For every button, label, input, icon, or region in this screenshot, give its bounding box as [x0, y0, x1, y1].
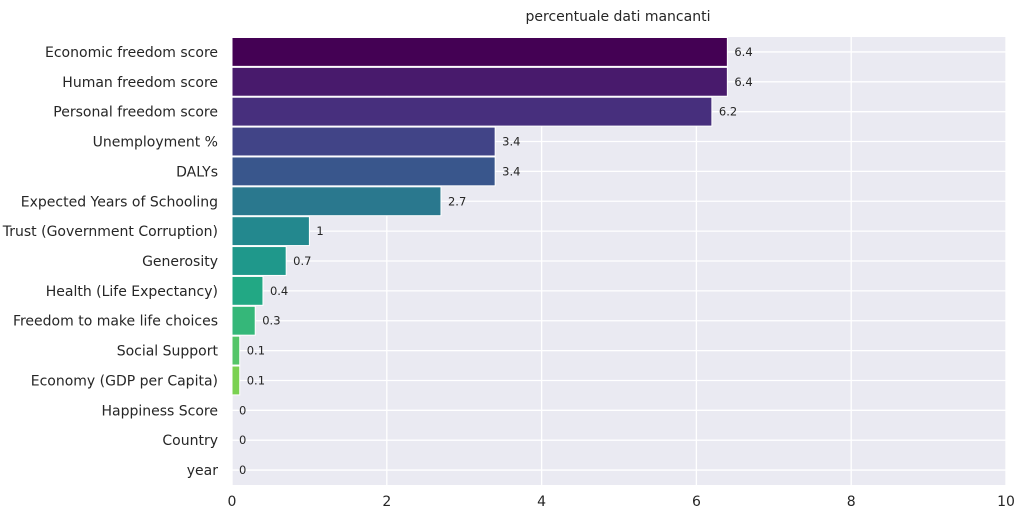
- x-tick-label: 0: [228, 494, 237, 510]
- x-tick-label: 10: [997, 494, 1015, 510]
- value-label: 2.7: [448, 194, 466, 208]
- bar: [231, 156, 496, 187]
- x-tick-labels: 0 2 4 6 8 10: [228, 494, 1015, 510]
- x-tick-label: 6: [692, 494, 701, 510]
- value-label: 0: [239, 463, 246, 477]
- bar: [231, 37, 728, 67]
- category-labels: Economic freedom score Human freedom scor…: [2, 45, 219, 479]
- bar: [231, 96, 713, 127]
- bar: [231, 186, 442, 217]
- bar: [231, 335, 241, 366]
- bar: [231, 365, 241, 396]
- bars: [231, 37, 728, 396]
- category-label: Happiness Score: [101, 403, 218, 419]
- value-label: 1: [316, 224, 323, 238]
- x-tick-label: 2: [382, 494, 391, 510]
- x-tick-label: 4: [537, 494, 546, 510]
- category-label: year: [187, 463, 218, 479]
- category-label: Generosity: [142, 254, 218, 270]
- value-label: 0.7: [293, 254, 311, 268]
- category-label: Economy (GDP per Capita): [31, 373, 218, 389]
- value-label: 0: [239, 433, 246, 447]
- value-label: 0.4: [270, 284, 288, 298]
- value-label: 0.3: [262, 314, 280, 328]
- category-label: DALYs: [176, 164, 218, 180]
- value-labels: 6.4 6.4 6.2 3.4 3.4 2.7 1 0.7 0.4 0.3 0.1 0.1 0 0 0: [239, 45, 753, 477]
- category-label: Social Support: [117, 344, 219, 360]
- value-label: 3.4: [502, 164, 520, 178]
- value-label: 0.1: [247, 344, 265, 358]
- category-label: Country: [162, 433, 218, 449]
- bar: [231, 246, 287, 276]
- category-label: Health (Life Expectancy): [46, 284, 218, 300]
- category-label: Freedom to make life choices: [13, 314, 218, 330]
- bar: [231, 126, 496, 157]
- bar: [231, 216, 310, 247]
- category-label: Unemployment %: [93, 135, 218, 151]
- category-label: Trust (Government Corruption): [2, 224, 218, 240]
- value-label: 6.4: [734, 45, 752, 59]
- value-label: 6.4: [734, 75, 752, 89]
- category-label: Human freedom score: [62, 75, 218, 91]
- category-label: Economic freedom score: [45, 45, 218, 61]
- chart-title: percentuale dati mancanti: [526, 9, 711, 25]
- bar: [231, 275, 264, 306]
- bar: [231, 66, 728, 97]
- category-label: Personal freedom score: [53, 105, 218, 121]
- value-label: 0: [239, 403, 246, 417]
- value-label: 6.2: [719, 105, 737, 119]
- x-tick-label: 8: [847, 494, 856, 510]
- bar: [231, 305, 256, 336]
- category-label: Expected Years of Schooling: [21, 194, 218, 210]
- value-label: 3.4: [502, 135, 520, 149]
- value-label: 0.1: [247, 373, 265, 387]
